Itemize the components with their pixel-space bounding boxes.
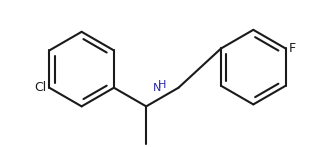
Text: N: N — [153, 83, 162, 93]
Text: F: F — [289, 42, 296, 55]
Text: H: H — [158, 80, 167, 90]
Text: Cl: Cl — [34, 81, 46, 94]
